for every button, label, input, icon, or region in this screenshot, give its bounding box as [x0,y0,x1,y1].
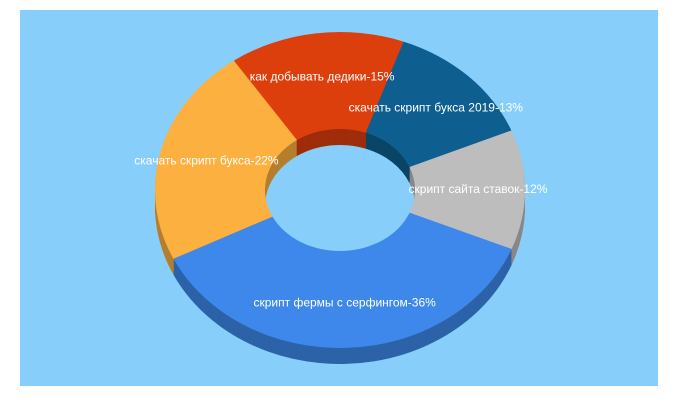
data-label: как добывать дедики-15% [250,70,395,84]
slice [365,41,512,168]
data-label: скачать скрипт букса 2019-13% [349,100,524,114]
data-label: скрипт сайта ставок-12% [409,182,548,196]
data-label: скрипт фермы с серфингом-36% [254,296,437,310]
slice [233,32,404,141]
data-label: скачать скрипт букса-22% [134,154,279,168]
slice [409,130,525,250]
slice [155,60,297,259]
slice [173,212,512,348]
